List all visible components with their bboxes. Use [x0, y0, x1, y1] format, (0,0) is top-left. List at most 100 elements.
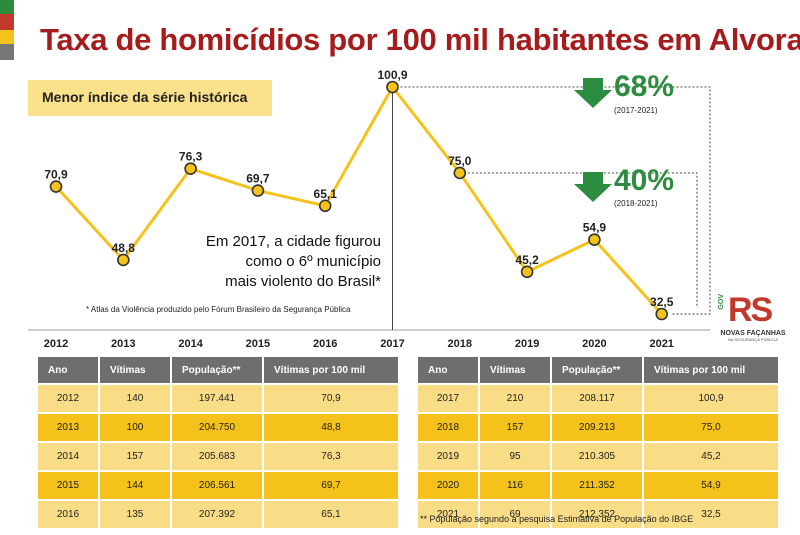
data-point [588, 233, 601, 246]
table-row: 2018 157 209.213 75,0 [418, 412, 780, 442]
table-cell: 116 [479, 470, 552, 500]
table-cell: 157 [99, 441, 172, 471]
table-cell: 2021 [418, 499, 480, 528]
data-point [386, 80, 399, 94]
data-table-left: Ano Vítimas População** Vítimas por 100 … [38, 357, 400, 528]
data-label: 48,8 [112, 241, 136, 255]
data-point [184, 162, 197, 175]
line-chart: 70,9 2012 48,8 2013 76,3 2014 69,7 2015 65,1 2016… [28, 68, 711, 350]
flag-red [0, 14, 14, 30]
note-line-1: Em 2017, a cidade figurou [205, 233, 381, 250]
table-cell: 197.441 [171, 383, 264, 413]
table-cell: 211.352 [551, 470, 644, 500]
table-row: 2013 100 204.750 48,8 [38, 412, 400, 442]
table-cell: 32,5 [643, 499, 780, 528]
reduction-period-40: (2018-2021) [614, 199, 658, 208]
table-cell: 100,9 [643, 383, 780, 413]
table-cell: 2014 [38, 441, 100, 471]
logo-name: NOVAS FAÇANHAS [720, 330, 786, 337]
logo-rs: RS [728, 291, 773, 329]
x-tick-label: 2018 [448, 338, 472, 350]
flag-gray [0, 44, 14, 60]
data-point [117, 253, 130, 267]
data-label: 75,0 [448, 154, 472, 168]
table-cell: 140 [99, 383, 172, 413]
table-cell: 2020 [418, 470, 480, 500]
table-cell: 205.683 [171, 441, 264, 471]
data-label: 100,9 [377, 68, 407, 82]
data-label: 69,7 [246, 172, 270, 186]
x-tick-label: 2019 [515, 338, 539, 350]
table-cell: 208.117 [551, 383, 644, 413]
table-cell: 54,9 [643, 470, 780, 500]
reference-line-2017 [400, 86, 711, 315]
x-tick-label: 2016 [313, 338, 337, 350]
x-tick-label: 2020 [582, 338, 606, 350]
header-vitimas: Vítimas [99, 357, 172, 384]
x-tick-label: 2013 [111, 338, 135, 350]
header-populacao: População** [171, 357, 264, 384]
header-ano: Ano [418, 357, 480, 384]
banner-text: Menor índice da série histórica [42, 89, 248, 105]
table-cell: 65,1 [263, 499, 400, 528]
x-tick-label: 2014 [178, 338, 203, 350]
note-line-2: como o 6º município [245, 253, 381, 270]
data-point [49, 180, 63, 193]
table-header: Ano Vítimas População** Vítimas por 100 … [38, 357, 400, 384]
table-row: 2012 140 197.441 70,9 [38, 383, 400, 413]
reduction-pct-68: 68% [614, 70, 675, 103]
table-cell: 2018 [418, 412, 480, 442]
logo-gov: GOV [718, 294, 725, 310]
note-line-3: mais violento do Brasil* [225, 273, 381, 290]
data-label: 45,2 [515, 253, 539, 267]
data-label: 32,5 [650, 295, 674, 309]
data-point [318, 199, 332, 213]
table-cell: 95 [479, 441, 552, 471]
table-cell: 210 [479, 383, 552, 413]
table-row: 2014 157 205.683 76,3 [38, 441, 400, 471]
x-tick-label: 2017 [380, 338, 404, 350]
table-cell: 144 [99, 470, 172, 500]
flag-red [0, 0, 14, 14]
table-cell: 204.750 [171, 412, 264, 442]
chart-note: Em 2017, a cidade figurou como o 6º muni… [195, 232, 381, 292]
table-cell: 206.561 [171, 470, 264, 500]
table-cell: 45,2 [643, 441, 780, 471]
table-cell: 100 [99, 412, 172, 442]
table-row: 2019 95 210.305 45,2 [418, 441, 780, 471]
table-cell: 2019 [418, 441, 480, 471]
down-arrow-icon [574, 78, 612, 108]
table-cell: 2015 [38, 470, 100, 500]
down-arrow-icon [574, 172, 612, 202]
data-label: 65,1 [314, 187, 338, 201]
header-vitimas: Vítimas [479, 357, 552, 384]
x-tick-label: 2021 [649, 338, 673, 350]
logo-rs-text: RS [728, 291, 773, 329]
reduction-period-68: (2017-2021) [614, 106, 658, 115]
table-cell: 135 [99, 499, 172, 528]
header-vitimas-100mil: Vítimas por 100 mil [643, 357, 780, 384]
data-point [655, 307, 669, 321]
data-label: 70,9 [44, 168, 68, 182]
reduction-pct-40: 40% [614, 164, 675, 197]
table-row: 2020 116 211.352 54,9 [418, 470, 780, 500]
table-cell: 212.352 [551, 499, 644, 528]
logo: GOV RS NOVAS FAÇANHAS NA SEGURANÇA PÚBLI… [718, 292, 788, 342]
data-point [453, 166, 467, 180]
table-cell: 70,9 [263, 383, 400, 413]
series-line [54, 85, 663, 316]
header-vitimas-100mil: Vítimas por 100 mil [263, 357, 400, 384]
table-cell: 157 [479, 412, 552, 442]
header-populacao: População** [551, 357, 644, 384]
table-cell: 75,0 [643, 412, 780, 442]
flag-yellow [0, 30, 14, 44]
table-cell: 207.392 [171, 499, 264, 528]
atlas-footnote: * Atlas da Violência produzido pelo Fóru… [86, 305, 351, 314]
reference-line-2018 [467, 172, 698, 308]
ibge-footnote: ** População segundo a pesquisa Estimati… [420, 514, 694, 524]
table-row: 2015 144 206.561 69,7 [38, 470, 400, 500]
table-cell: 210.305 [551, 441, 644, 471]
table-cell: 69 [479, 499, 552, 528]
table-cell: 76,3 [263, 441, 400, 471]
page-title: Taxa de homicídios por 100 mil habitante… [40, 22, 800, 57]
